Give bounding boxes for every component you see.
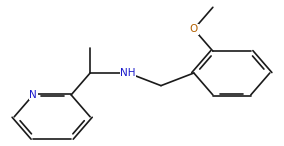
Text: N: N bbox=[29, 90, 37, 100]
Text: O: O bbox=[190, 24, 198, 34]
Text: NH: NH bbox=[120, 68, 136, 78]
